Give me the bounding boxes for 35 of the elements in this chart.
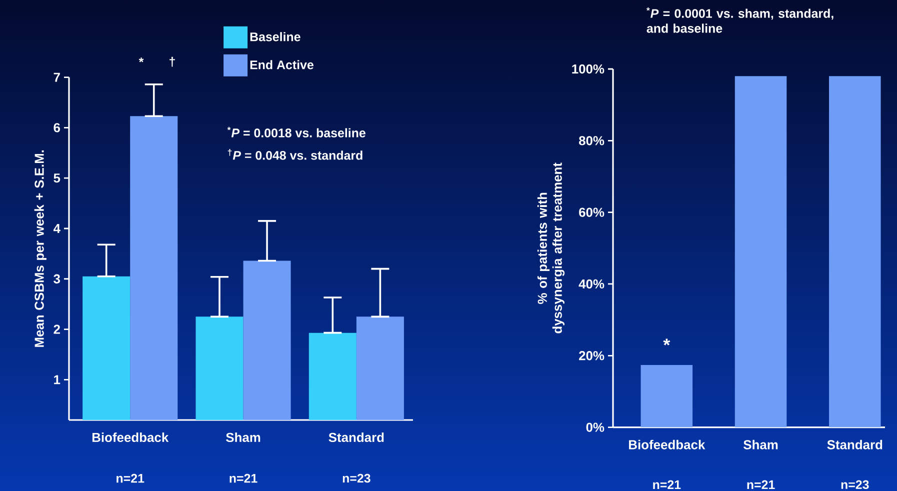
y-tick-label: 80% bbox=[578, 136, 604, 146]
x-tick-label: Standard bbox=[328, 432, 384, 442]
y-tick-label: 40% bbox=[578, 279, 604, 289]
y-tick-label: 7 bbox=[54, 72, 60, 82]
text: † bbox=[170, 56, 175, 67]
y-tick-label: 3 bbox=[54, 274, 60, 284]
annotation: * bbox=[663, 338, 670, 346]
legend-label: Baseline bbox=[250, 32, 300, 42]
x-tick-label: Biofeedback bbox=[92, 432, 169, 442]
y-tick-label: 0% bbox=[586, 422, 604, 432]
y-tick-label: 4 bbox=[53, 224, 60, 233]
y-tick-label: 100% bbox=[572, 64, 604, 74]
y-tick-label: 5 bbox=[54, 174, 60, 183]
y-tick-label: 20% bbox=[579, 351, 604, 360]
chart-title: $^{*}$P = 0.0001 vs. sham, standard, and baseline bbox=[646, 7, 834, 33]
text: n=21 bbox=[653, 480, 681, 489]
legend-label: End Active bbox=[250, 60, 314, 70]
text: * bbox=[138, 58, 144, 62]
text: n=21 bbox=[230, 474, 258, 483]
y-axis-title: % of patients with dyssynergia after treatment bbox=[537, 162, 565, 334]
x-tick-label: Sham bbox=[744, 440, 778, 450]
annotation: $^{†}$P = 0.048 vs. standard bbox=[228, 149, 362, 160]
y-axis-title: Mean CSBMs per week + S.E.M. bbox=[34, 150, 46, 347]
x-tick-label: Standard bbox=[827, 440, 882, 450]
text: n=21 bbox=[747, 480, 775, 489]
text: n=21 bbox=[116, 474, 144, 483]
y-tick-label: 1 bbox=[54, 375, 60, 384]
y-tick-label: 60% bbox=[579, 208, 604, 217]
annotation: $^{*}$P = 0.0018 vs. baseline bbox=[227, 126, 366, 138]
text: n=23 bbox=[841, 480, 869, 490]
y-tick-label: 6 bbox=[54, 123, 60, 132]
y-tick-label: 2 bbox=[54, 324, 60, 334]
x-tick-label: Biofeedback bbox=[629, 440, 706, 450]
text: n=23 bbox=[342, 474, 370, 483]
x-tick-label: Sham bbox=[226, 432, 260, 442]
